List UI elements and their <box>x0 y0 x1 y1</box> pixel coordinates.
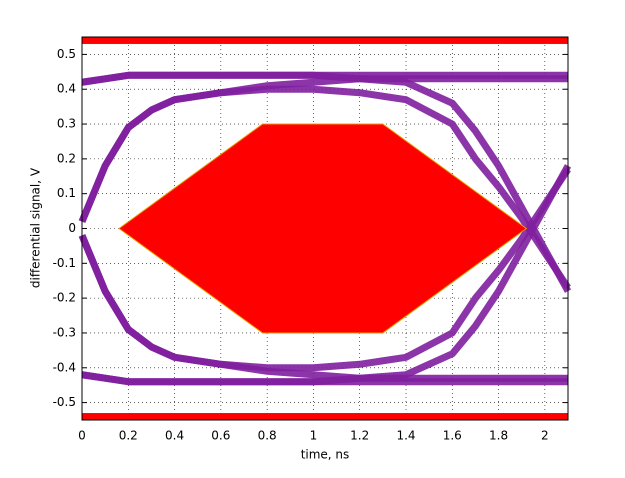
trace <box>81 164 572 386</box>
y-axis-label: differential signal, V <box>29 167 43 288</box>
x-tick-label: 1.4 <box>396 429 415 443</box>
x-tick-label: 1.2 <box>350 429 369 443</box>
y-tick-label: 0 <box>68 221 76 235</box>
x-tick-label: 1.6 <box>443 429 462 443</box>
y-tick-label: 0.5 <box>57 47 76 61</box>
y-tick-label: 0.1 <box>57 186 76 200</box>
x-tick-label: 0.4 <box>165 429 184 443</box>
y-tick-label: -0.2 <box>53 291 76 305</box>
y-tick-label: -0.1 <box>53 256 76 270</box>
x-tick-label: 1.8 <box>489 429 508 443</box>
x-tick-label: 0.6 <box>211 429 230 443</box>
y-tick-label: -0.4 <box>53 360 76 374</box>
eye-mask <box>118 123 528 334</box>
y-tick-label: 0.2 <box>57 151 76 165</box>
axes-box <box>81 36 569 421</box>
x-axis-label: time, ns <box>301 448 350 462</box>
y-tick-label: 0.4 <box>57 82 76 96</box>
mask-band <box>82 413 568 420</box>
y-tick-label: -0.3 <box>53 325 76 339</box>
mask-band <box>82 37 568 44</box>
x-tick-label: 2 <box>541 429 549 443</box>
y-tick-label: -0.5 <box>53 395 76 409</box>
y-tick-label: 0.3 <box>57 117 76 131</box>
x-tick-label: 1 <box>310 429 318 443</box>
x-tick-label: 0.8 <box>258 429 277 443</box>
trace <box>81 71 572 293</box>
x-tick-label: 0 <box>78 429 86 443</box>
x-tick-label: 0.2 <box>119 429 138 443</box>
